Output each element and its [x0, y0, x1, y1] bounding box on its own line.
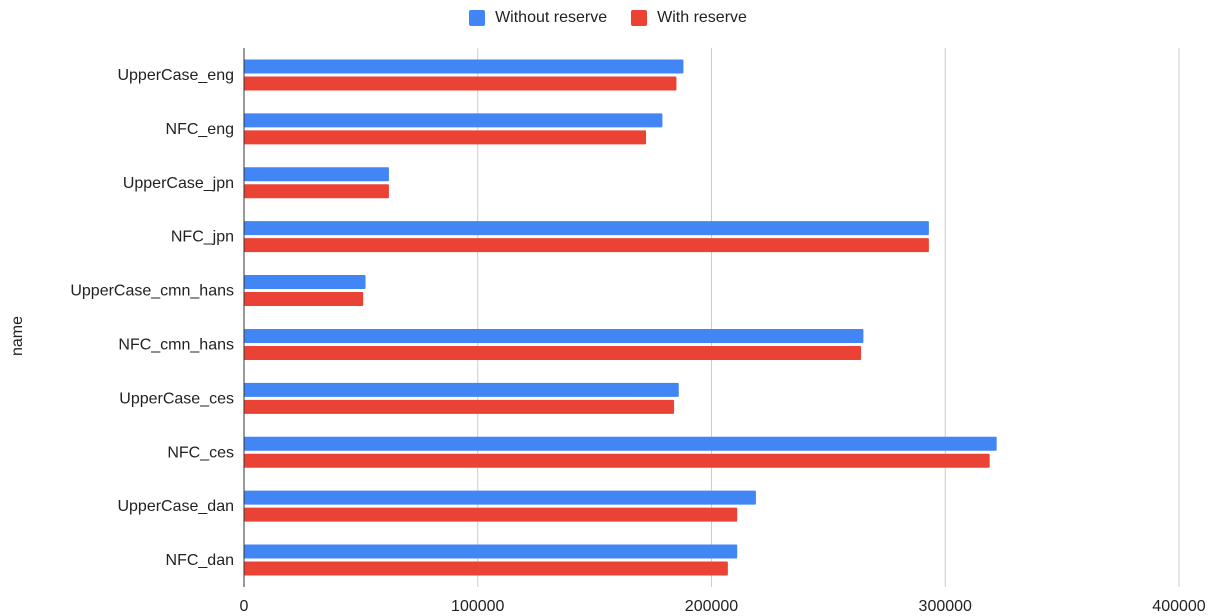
y-category-label: UpperCase_eng: [117, 67, 234, 84]
y-category-label: NFC_ces: [167, 444, 234, 461]
bar[interactable]: [244, 544, 738, 559]
x-tick-label: 400000: [1152, 598, 1205, 615]
y-category-label: NFC_eng: [166, 121, 234, 138]
x-tick-label: 300000: [919, 598, 972, 615]
y-category-label: UpperCase_dan: [117, 498, 234, 515]
legend-item-with-reserve[interactable]: With reserve: [631, 9, 747, 27]
bar[interactable]: [244, 490, 756, 505]
bar[interactable]: [244, 76, 677, 91]
legend-item-without-reserve[interactable]: Without reserve: [469, 9, 607, 27]
y-category-label: NFC_jpn: [171, 229, 234, 246]
x-tick-label: 100000: [451, 598, 504, 615]
bar[interactable]: [244, 561, 728, 576]
bar[interactable]: [244, 436, 997, 451]
bar[interactable]: [244, 328, 864, 343]
bar[interactable]: [244, 453, 990, 468]
y-category-label: UpperCase_jpn: [123, 175, 234, 192]
bar[interactable]: [244, 113, 663, 128]
legend-swatch-without-reserve: [469, 10, 486, 26]
bar[interactable]: [244, 238, 929, 253]
y-category-label: NFC_dan: [166, 552, 234, 569]
legend-label-without-reserve: Without reserve: [495, 9, 608, 26]
y-category-label: NFC_cmn_hans: [118, 336, 234, 353]
bar[interactable]: [244, 292, 364, 307]
bar[interactable]: [244, 221, 929, 236]
y-axis-title: name: [9, 316, 26, 356]
legend: Without reserve With reserve: [0, 9, 1216, 27]
bar[interactable]: [244, 59, 684, 74]
bar[interactable]: [244, 275, 366, 290]
x-tick-label: 0: [240, 598, 249, 615]
y-category-label: UpperCase_ces: [119, 390, 234, 407]
bar[interactable]: [244, 399, 675, 414]
x-tick-label: 200000: [685, 598, 738, 615]
bar[interactable]: [244, 167, 389, 182]
bar[interactable]: [244, 507, 738, 522]
bar[interactable]: [244, 345, 862, 360]
bar[interactable]: [244, 130, 647, 145]
bar[interactable]: [244, 184, 389, 199]
bar[interactable]: [244, 382, 679, 397]
legend-swatch-with-reserve: [631, 10, 648, 26]
y-category-label: UpperCase_cmn_hans: [70, 283, 234, 300]
legend-label-with-reserve: With reserve: [657, 9, 747, 26]
